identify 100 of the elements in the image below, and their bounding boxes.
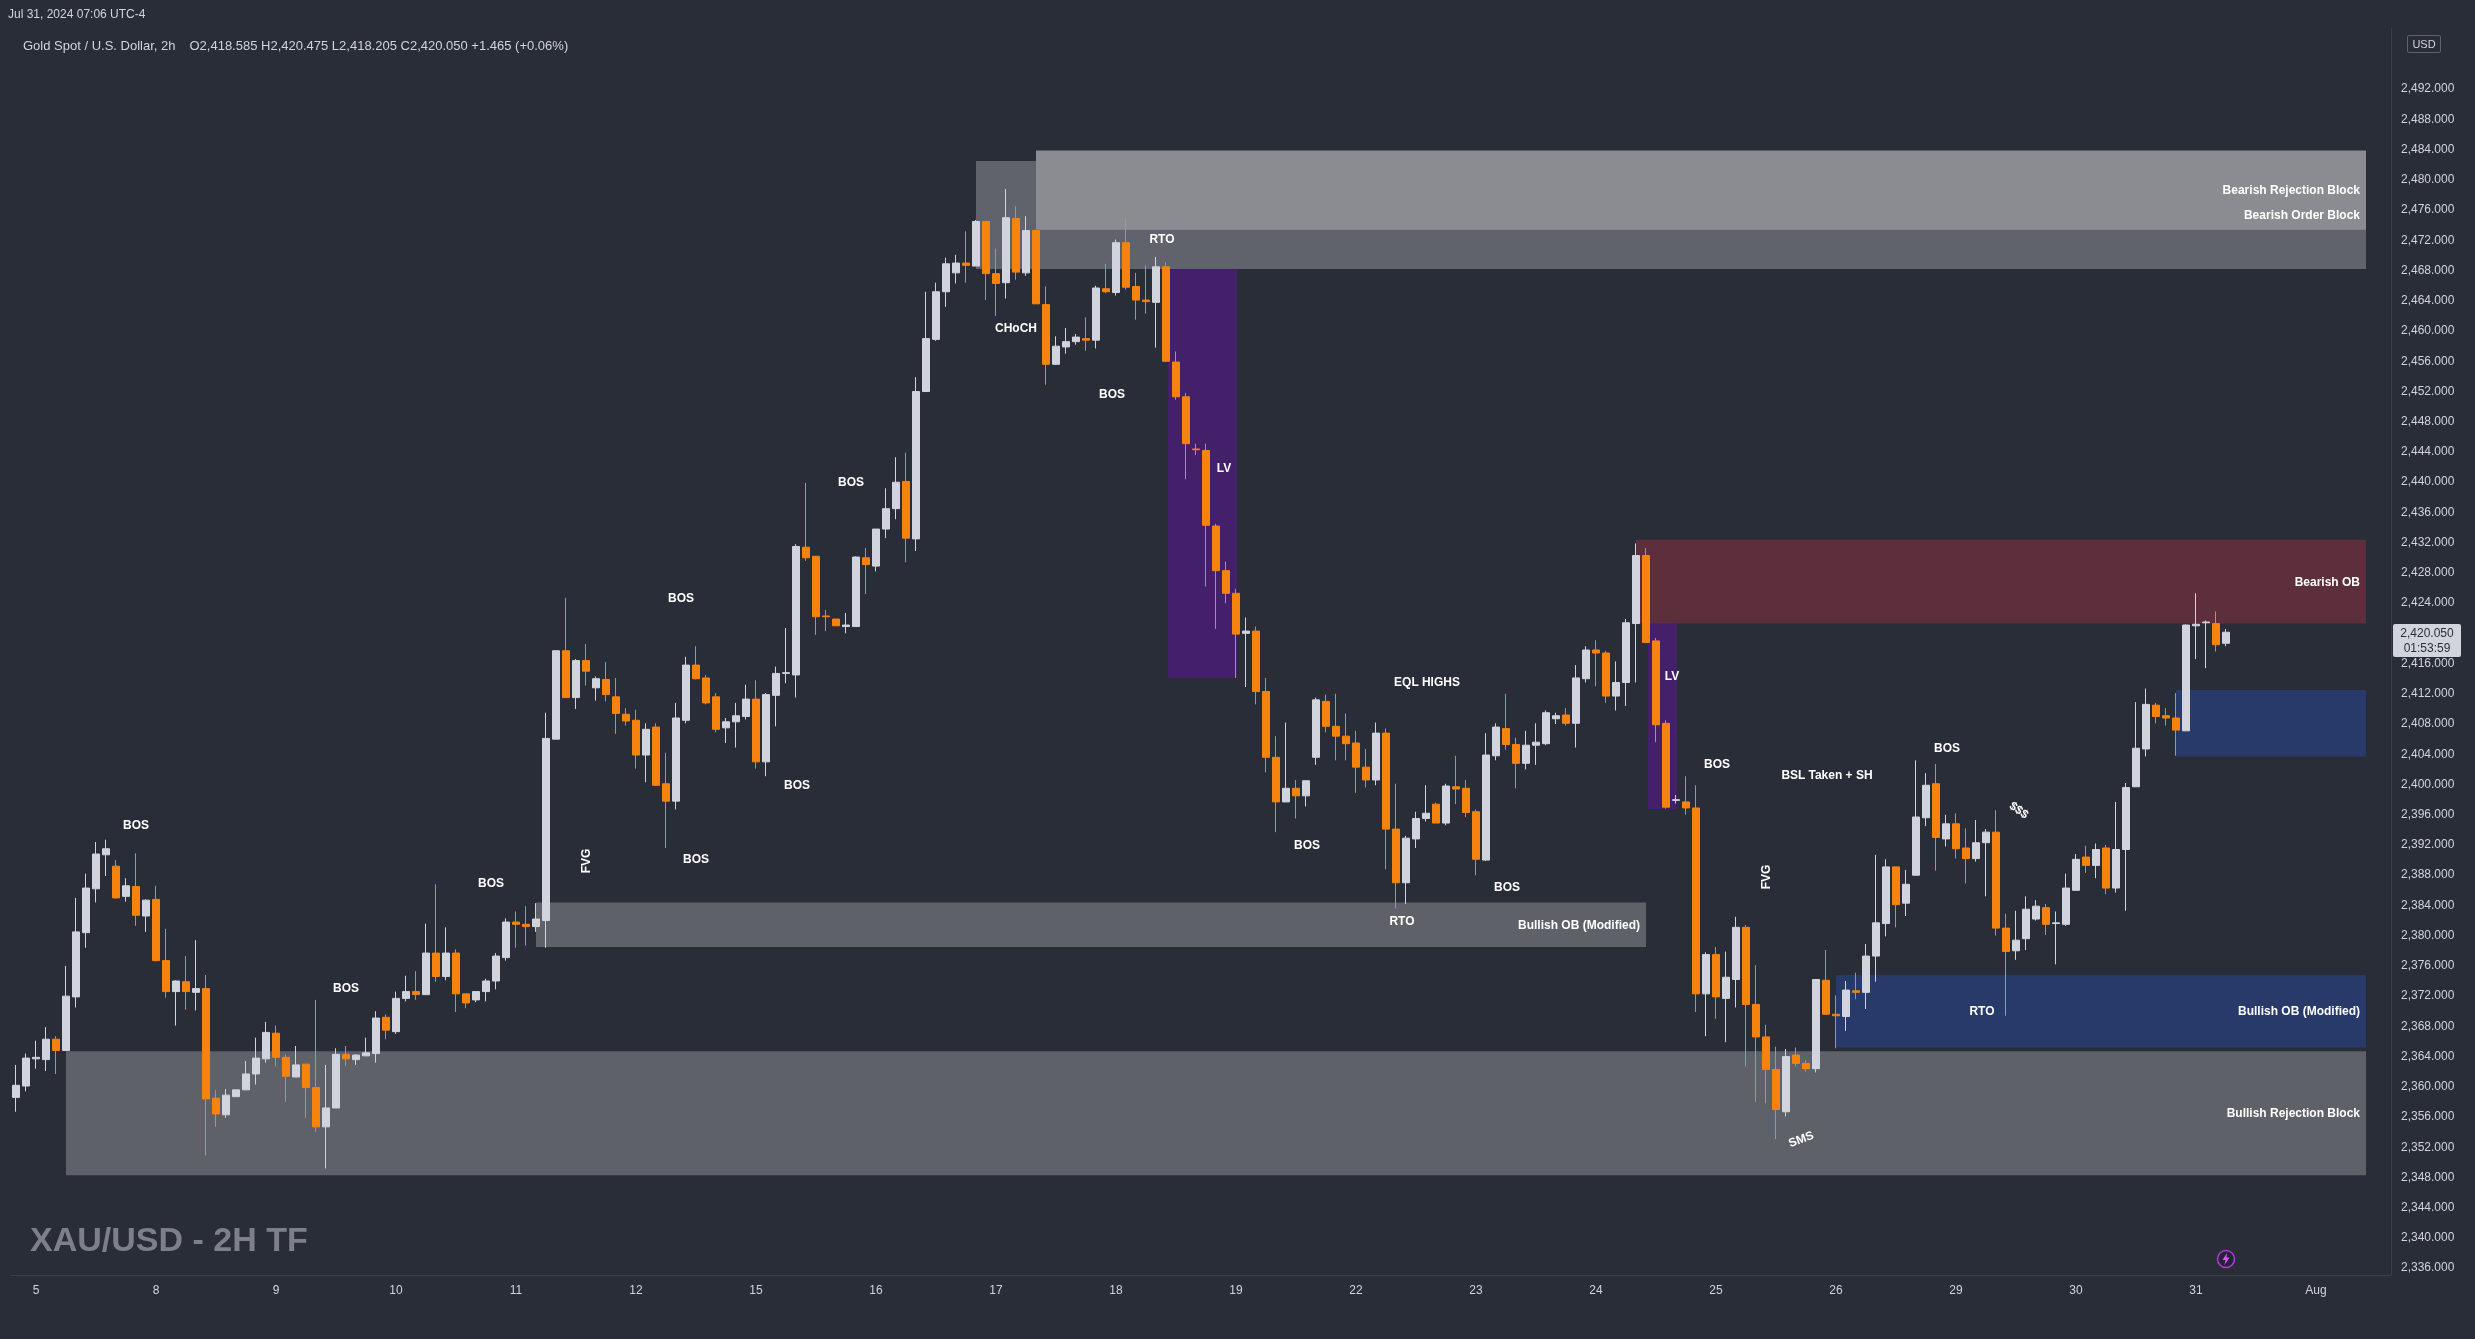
x-tick-label: 17 [989, 1283, 1003, 1297]
candlestick [392, 991, 400, 1035]
x-tick-label: Aug [2305, 1283, 2327, 1297]
x-tick-label: 18 [1109, 1283, 1123, 1297]
y-tick-label: 2,460.000 [2401, 323, 2455, 338]
candlestick [322, 1064, 330, 1169]
candlestick [772, 666, 780, 727]
candlestick [1822, 949, 1830, 1016]
candlestick [2002, 913, 2010, 1017]
x-tick-label: 5 [32, 1283, 40, 1297]
annotation: XAU/USD - 2H TF [30, 1220, 308, 1258]
annotation: FVG [579, 848, 593, 874]
candlestick [1042, 285, 1050, 386]
candlestick [262, 1021, 270, 1064]
candlestick [2172, 692, 2180, 757]
candlestick [1622, 618, 1630, 707]
candlestick [242, 1060, 250, 1091]
candlestick [122, 877, 130, 903]
annotation: BOS [1493, 880, 1521, 894]
candlestick [1102, 263, 1110, 294]
band-label: Bullish OB (Modified) [1518, 917, 1640, 932]
candlestick [1522, 730, 1530, 770]
candlestick [832, 618, 840, 627]
y-tick-label: 2,396.000 [2401, 806, 2455, 821]
annotation: BOS [783, 778, 811, 792]
candlestick [1612, 660, 1620, 711]
band-label: Bearish OB [2294, 574, 2361, 589]
candlestick [1772, 1046, 1780, 1140]
candlestick [252, 1037, 260, 1086]
candlestick [912, 376, 920, 552]
candlestick [172, 979, 180, 1027]
candlestick [942, 257, 950, 308]
x-tick-label: 25 [1709, 1283, 1723, 1297]
candlestick [342, 1045, 350, 1067]
annotation: BOS [332, 981, 360, 995]
candlestick [662, 752, 670, 849]
candlestick [212, 1089, 220, 1128]
candlestick [1232, 588, 1240, 679]
candlestick [1652, 637, 1660, 743]
candlestick [1852, 972, 1860, 1000]
band-label: Bullish Rejection Block [2226, 1106, 2361, 1121]
candlestick [1272, 735, 1280, 833]
y-tick-label: 2,492.000 [2401, 81, 2455, 96]
candlestick [2222, 628, 2230, 647]
candlestick [1532, 722, 1540, 766]
candlestick [372, 1010, 380, 1064]
candlestick [462, 993, 470, 1009]
y-tick-label: 2,444.000 [2401, 444, 2455, 459]
annotation: CHoCH [995, 321, 1037, 335]
candlestick [562, 597, 570, 699]
candlestick [482, 978, 490, 1002]
candlestick [1012, 205, 1020, 281]
candlestick [1592, 639, 1600, 687]
candlestick [2092, 842, 2100, 879]
candlestick [2132, 701, 2140, 788]
candlestick [1072, 333, 1080, 346]
candlestick [2162, 707, 2170, 727]
annotation: BOS [477, 876, 505, 890]
candlestick [962, 230, 970, 284]
candlestick [652, 722, 660, 787]
candlestick [1492, 722, 1500, 761]
annotation: BOS [1098, 387, 1126, 401]
candlestick [1432, 802, 1440, 824]
candlestick [1382, 728, 1390, 870]
band-label: Bullish OB (Modified) [2238, 1004, 2360, 1019]
candlestick [82, 873, 90, 949]
candlestick [1682, 775, 1690, 816]
candlestick [42, 1026, 50, 1072]
candlestick [1472, 808, 1480, 876]
candlestick [272, 1025, 280, 1067]
y-tick-label: 2,416.000 [2401, 655, 2455, 670]
candlestick [1982, 828, 1990, 897]
candlestick [532, 902, 540, 933]
candlestick [732, 702, 740, 748]
y-tick-label: 2,364.000 [2401, 1048, 2455, 1063]
candlestick [1122, 217, 1130, 290]
y-tick-label: 2,372.000 [2401, 988, 2455, 1003]
candlestick [1872, 854, 1880, 983]
candlestick [1992, 809, 2000, 937]
candlestick [182, 955, 190, 1011]
candlestick [712, 692, 720, 733]
y-tick-label: 2,392.000 [2401, 837, 2455, 852]
candlestick [742, 684, 750, 721]
annotation: BOS [667, 591, 695, 605]
candlestick [952, 254, 960, 284]
candlestick [512, 910, 520, 949]
x-tick-label: 10 [389, 1283, 403, 1297]
candlestick [622, 707, 630, 727]
candlestick [2182, 623, 2190, 732]
text: Jul 31, 2024 07:06 UTC-4 [8, 7, 146, 21]
candlestick [1482, 732, 1490, 862]
candlestick [982, 220, 990, 301]
y-tick-label: 2,436.000 [2401, 504, 2455, 519]
y-tick-label: 2,480.000 [2401, 172, 2455, 187]
y-tick-label: 2,468.000 [2401, 262, 2455, 277]
candlestick [12, 1064, 20, 1113]
candlestick [692, 645, 700, 680]
candlestick [1132, 272, 1140, 321]
candlestick [1972, 819, 1980, 863]
candlestick [1442, 783, 1450, 826]
